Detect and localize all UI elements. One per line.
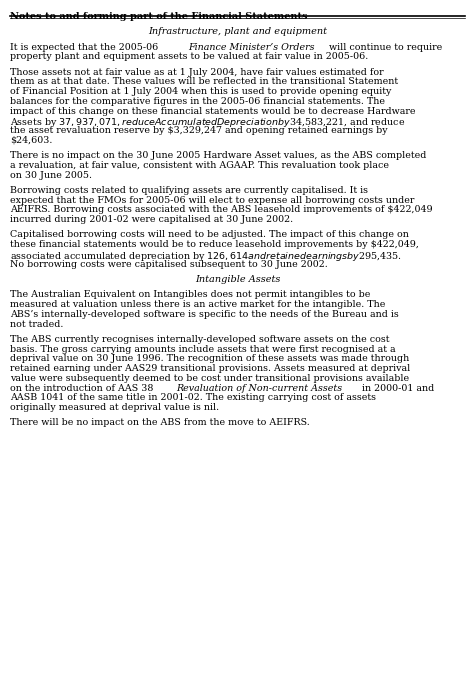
Text: The ABS currently recognises internally-developed software assets on the cost: The ABS currently recognises internally-… bbox=[10, 335, 390, 344]
Text: will continue to require: will continue to require bbox=[326, 42, 442, 51]
Text: basis. The gross carrying amounts include assets that were first recognised at a: basis. The gross carrying amounts includ… bbox=[10, 344, 396, 354]
Text: property plant and equipment assets to be valued at fair value in 2005-06.: property plant and equipment assets to b… bbox=[10, 53, 369, 61]
Text: in 2000-01 and: in 2000-01 and bbox=[359, 384, 435, 393]
Text: measured at valuation unless there is an active market for the intangible. The: measured at valuation unless there is an… bbox=[10, 300, 386, 309]
Text: $24,603.: $24,603. bbox=[10, 136, 53, 145]
Text: on the introduction of AAS 38: on the introduction of AAS 38 bbox=[10, 384, 157, 393]
Text: a revaluation, at fair value, consistent with AGAAP. This revaluation took place: a revaluation, at fair value, consistent… bbox=[10, 161, 389, 170]
Text: The Australian Equivalent on Intangibles does not permit intangibles to be: The Australian Equivalent on Intangibles… bbox=[10, 290, 371, 299]
Text: AEIFRS. Borrowing costs associated with the ABS leasehold improvements of $422,0: AEIFRS. Borrowing costs associated with … bbox=[10, 206, 433, 214]
Text: balances for the comparative figures in the 2005-06 financial statements. The: balances for the comparative figures in … bbox=[10, 97, 385, 106]
Text: AASB 1041 of the same title in 2001-02. The existing carrying cost of assets: AASB 1041 of the same title in 2001-02. … bbox=[10, 393, 377, 402]
Text: not traded.: not traded. bbox=[10, 320, 64, 329]
Text: of Financial Position at 1 July 2004 when this is used to provide opening equity: of Financial Position at 1 July 2004 whe… bbox=[10, 87, 392, 96]
Text: associated accumulated depreciation by $126,614 and retained earnings by $295,43: associated accumulated depreciation by $… bbox=[10, 250, 402, 263]
Text: Intangible Assets: Intangible Assets bbox=[195, 275, 280, 284]
Text: on 30 June 2005.: on 30 June 2005. bbox=[10, 171, 93, 180]
Text: Borrowing costs related to qualifying assets are currently capitalised. It is: Borrowing costs related to qualifying as… bbox=[10, 186, 369, 195]
Text: incurred during 2001-02 were capitalised at 30 June 2002.: incurred during 2001-02 were capitalised… bbox=[10, 215, 294, 224]
Text: Capitalised borrowing costs will need to be adjusted. The impact of this change : Capitalised borrowing costs will need to… bbox=[10, 230, 409, 240]
Text: originally measured at deprival value is nil.: originally measured at deprival value is… bbox=[10, 403, 219, 412]
Text: these financial statements would be to reduce leasehold improvements by $422,049: these financial statements would be to r… bbox=[10, 240, 419, 249]
Text: deprival value on 30 June 1996. The recognition of these assets was made through: deprival value on 30 June 1996. The reco… bbox=[10, 354, 410, 363]
Text: Finance Minister’s Orders: Finance Minister’s Orders bbox=[188, 42, 314, 51]
Text: them as at that date. These values will be reflected in the transitional Stateme: them as at that date. These values will … bbox=[10, 77, 399, 86]
Text: No borrowing costs were capitalised subsequent to 30 June 2002.: No borrowing costs were capitalised subs… bbox=[10, 260, 328, 268]
Text: impact of this change on these financial statements would be to decrease Hardwar: impact of this change on these financial… bbox=[10, 107, 416, 115]
Text: There will be no impact on the ABS from the move to AEIFRS.: There will be no impact on the ABS from … bbox=[10, 418, 310, 428]
Text: expected that the FMOs for 2005-06 will elect to expense all borrowing costs und: expected that the FMOs for 2005-06 will … bbox=[10, 195, 415, 205]
Text: value were subsequently deemed to be cost under transitional provisions availabl: value were subsequently deemed to be cos… bbox=[10, 374, 409, 382]
Text: Assets by $37,937,071, reduce Accumulated Depreciation by $34,583,221, and reduc: Assets by $37,937,071, reduce Accumulate… bbox=[10, 116, 406, 129]
Text: Infrastructure, plant and equipment: Infrastructure, plant and equipment bbox=[148, 27, 327, 36]
Text: It is expected that the 2005-06: It is expected that the 2005-06 bbox=[10, 42, 162, 51]
Text: Revaluation of Non-current Assets: Revaluation of Non-current Assets bbox=[177, 384, 342, 393]
Text: ABS’s internally-developed software is specific to the needs of the Bureau and i: ABS’s internally-developed software is s… bbox=[10, 309, 399, 319]
Text: Those assets not at fair value as at 1 July 2004, have fair values estimated for: Those assets not at fair value as at 1 J… bbox=[10, 68, 384, 76]
Text: Notes to and forming part of the Financial Statements: Notes to and forming part of the Financi… bbox=[10, 12, 308, 21]
Text: retained earning under AAS29 transitional provisions. Assets measured at depriva: retained earning under AAS29 transitiona… bbox=[10, 364, 411, 373]
Text: the asset revaluation reserve by $3,329,247 and opening retained earnings by: the asset revaluation reserve by $3,329,… bbox=[10, 126, 388, 135]
Text: There is no impact on the 30 June 2005 Hardware Asset values, as the ABS complet: There is no impact on the 30 June 2005 H… bbox=[10, 151, 427, 160]
